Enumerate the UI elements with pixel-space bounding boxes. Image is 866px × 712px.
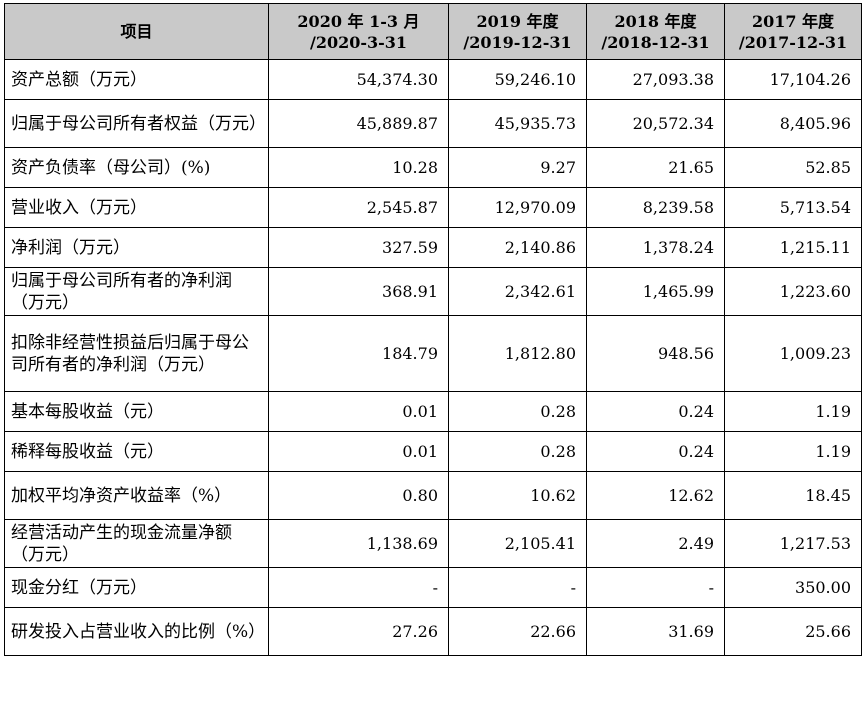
row-value: 948.56	[586, 315, 725, 392]
row-value: 45,935.73	[448, 99, 587, 148]
row-label: 基本每股收益（元）	[4, 391, 269, 432]
table-row: 基本每股收益（元） 0.01 0.28 0.24 1.19	[4, 391, 862, 432]
row-value: 8,239.58	[586, 187, 725, 228]
row-value: 1,378.24	[586, 227, 725, 268]
row-label: 稀释每股收益（元）	[4, 431, 269, 472]
row-value: 0.24	[586, 431, 725, 472]
table-row: 经营活动产生的现金流量净额（万元） 1,138.69 2,105.41 2.49…	[4, 519, 862, 568]
row-value: 18.45	[724, 471, 862, 520]
row-value: 25.66	[724, 607, 862, 656]
row-label: 资产总额（万元）	[4, 59, 269, 100]
header-period-line2: /2019-12-31	[463, 32, 572, 52]
row-label: 现金分红（万元）	[4, 567, 269, 608]
row-value: -	[586, 567, 725, 608]
row-value: 327.59	[268, 227, 449, 268]
header-period-line2: /2020-3-31	[309, 32, 408, 52]
table-body: 资产总额（万元） 54,374.30 59,246.10 27,093.38 1…	[4, 59, 862, 656]
row-value: 12.62	[586, 471, 725, 520]
row-value: 0.01	[268, 431, 449, 472]
row-value: 350.00	[724, 567, 862, 608]
header-period-line1: 2020 年 1-3 月	[297, 11, 420, 31]
header-period-line1: 2018 年度	[614, 11, 697, 31]
row-value: 31.69	[586, 607, 725, 656]
header-period-line1: 2019 年度	[476, 11, 559, 31]
financial-indicators-table: 项目 2020 年 1-3 月 /2020-3-31 2019 年度 /2019…	[4, 3, 862, 656]
row-value: 10.62	[448, 471, 587, 520]
financial-table-container: 项目 2020 年 1-3 月 /2020-3-31 2019 年度 /2019…	[4, 3, 862, 656]
row-value: 9.27	[448, 147, 587, 188]
row-value: 2,105.41	[448, 519, 587, 568]
table-row: 资产负债率（母公司）(%) 10.28 9.27 21.65 52.85	[4, 147, 862, 188]
row-value: 184.79	[268, 315, 449, 392]
row-value: 17,104.26	[724, 59, 862, 100]
header-period-2018: 2018 年度 /2018-12-31	[586, 3, 725, 60]
table-row: 资产总额（万元） 54,374.30 59,246.10 27,093.38 1…	[4, 59, 862, 100]
row-value: 27.26	[268, 607, 449, 656]
row-value: 0.28	[448, 431, 587, 472]
header-period-2017: 2017 年度 /2017-12-31	[724, 3, 862, 60]
row-value: 0.80	[268, 471, 449, 520]
row-label: 资产负债率（母公司）(%)	[4, 147, 269, 188]
row-label: 净利润（万元）	[4, 227, 269, 268]
row-value: 22.66	[448, 607, 587, 656]
row-label: 经营活动产生的现金流量净额（万元）	[4, 519, 269, 568]
table-row: 扣除非经营性损益后归属于母公司所有者的净利润（万元） 184.79 1,812.…	[4, 315, 862, 392]
row-label: 扣除非经营性损益后归属于母公司所有者的净利润（万元）	[4, 315, 269, 392]
row-label: 归属于母公司所有者的净利润（万元）	[4, 267, 269, 316]
row-value: 45,889.87	[268, 99, 449, 148]
header-period-line2: /2018-12-31	[601, 32, 710, 52]
row-label: 归属于母公司所有者权益（万元）	[4, 99, 269, 148]
row-label: 研发投入占营业收入的比例（%）	[4, 607, 269, 656]
row-value: 54,374.30	[268, 59, 449, 100]
row-value: 27,093.38	[586, 59, 725, 100]
row-value: 52.85	[724, 147, 862, 188]
table-row: 净利润（万元） 327.59 2,140.86 1,378.24 1,215.1…	[4, 227, 862, 268]
row-value: -	[268, 567, 449, 608]
header-period-2020q1: 2020 年 1-3 月 /2020-3-31	[268, 3, 449, 60]
row-value: 0.28	[448, 391, 587, 432]
header-period-line1: 2017 年度	[751, 11, 835, 31]
row-value: 1,223.60	[724, 267, 862, 316]
header-period-2019: 2019 年度 /2019-12-31	[448, 3, 587, 60]
row-value: 1,812.80	[448, 315, 587, 392]
row-value: 10.28	[268, 147, 449, 188]
row-value: 2.49	[586, 519, 725, 568]
row-value: 20,572.34	[586, 99, 725, 148]
table-row: 研发投入占营业收入的比例（%） 27.26 22.66 31.69 25.66	[4, 607, 862, 656]
row-label: 营业收入（万元）	[4, 187, 269, 228]
table-row: 营业收入（万元） 2,545.87 12,970.09 8,239.58 5,7…	[4, 187, 862, 228]
row-label: 加权平均净资产收益率（%）	[4, 471, 269, 520]
table-row: 稀释每股收益（元） 0.01 0.28 0.24 1.19	[4, 431, 862, 472]
row-value: 1.19	[724, 431, 862, 472]
table-header: 项目 2020 年 1-3 月 /2020-3-31 2019 年度 /2019…	[4, 3, 862, 60]
row-value: 8,405.96	[724, 99, 862, 148]
row-value: 12,970.09	[448, 187, 587, 228]
header-period-line2: /2017-12-31	[738, 32, 848, 52]
row-value: 1,215.11	[724, 227, 862, 268]
row-value: 5,713.54	[724, 187, 862, 228]
row-value: 1,009.23	[724, 315, 862, 392]
table-row: 归属于母公司所有者的净利润（万元） 368.91 2,342.61 1,465.…	[4, 267, 862, 316]
header-item: 项目	[4, 3, 269, 60]
table-row: 加权平均净资产收益率（%） 0.80 10.62 12.62 18.45	[4, 471, 862, 520]
row-value: -	[448, 567, 587, 608]
row-value: 1,465.99	[586, 267, 725, 316]
row-value: 2,140.86	[448, 227, 587, 268]
row-value: 0.01	[268, 391, 449, 432]
row-value: 1,217.53	[724, 519, 862, 568]
row-value: 2,545.87	[268, 187, 449, 228]
row-value: 2,342.61	[448, 267, 587, 316]
header-row: 项目 2020 年 1-3 月 /2020-3-31 2019 年度 /2019…	[4, 3, 862, 60]
row-value: 0.24	[586, 391, 725, 432]
row-value: 1,138.69	[268, 519, 449, 568]
table-row: 现金分红（万元） - - - 350.00	[4, 567, 862, 608]
table-row: 归属于母公司所有者权益（万元） 45,889.87 45,935.73 20,5…	[4, 99, 862, 148]
row-value: 21.65	[586, 147, 725, 188]
row-value: 59,246.10	[448, 59, 587, 100]
row-value: 368.91	[268, 267, 449, 316]
row-value: 1.19	[724, 391, 862, 432]
